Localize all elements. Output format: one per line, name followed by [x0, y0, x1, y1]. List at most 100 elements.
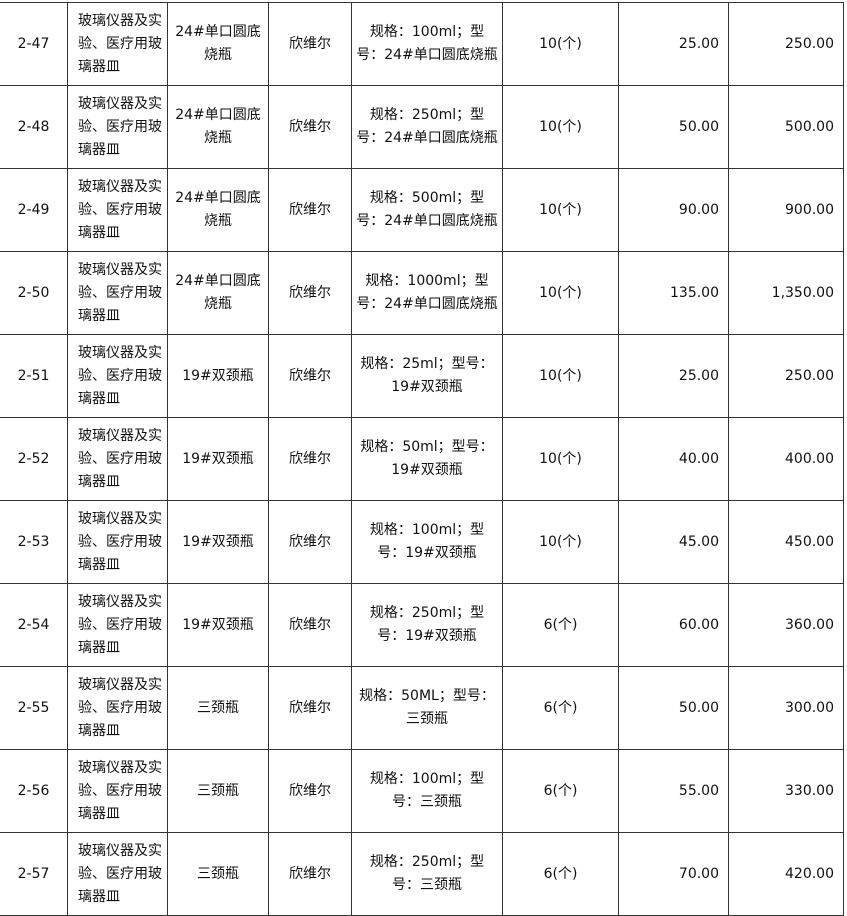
product-name-cell: 19#双颈瓶 — [167, 583, 269, 667]
total-price-cell: 250.00 — [728, 2, 844, 86]
category-cell: 玻璃仪器及实验、医疗用玻璃器皿 — [67, 749, 168, 833]
brand-cell: 欣维尔 — [268, 583, 352, 667]
table-row: 2-47 玻璃仪器及实验、医疗用玻璃器皿 24#单口圆底烧瓶 欣维尔 规格：100ml；… — [0, 2, 844, 86]
specification-cell: 规格：1000ml；型号：24#单口圆底烧瓶 — [351, 251, 503, 335]
specification-cell: 规格：250ml；型号：三颈瓶 — [351, 832, 503, 916]
table-row: 2-53 玻璃仪器及实验、医疗用玻璃器皿 19#双颈瓶 欣维尔 规格：100ml；型号：… — [0, 500, 844, 584]
unit-price-cell: 40.00 — [618, 417, 729, 501]
table-row: 2-50 玻璃仪器及实验、医疗用玻璃器皿 24#单口圆底烧瓶 欣维尔 规格：1000ml… — [0, 251, 844, 335]
unit-price-cell: 50.00 — [618, 85, 729, 169]
item-number-cell: 2-48 — [0, 85, 68, 169]
total-price-cell: 1,350.00 — [728, 251, 844, 335]
product-name-cell: 24#单口圆底烧瓶 — [167, 85, 269, 169]
table-row: 2-54 玻璃仪器及实验、医疗用玻璃器皿 19#双颈瓶 欣维尔 规格：250ml；型号：… — [0, 583, 844, 667]
quantity-cell: 6(个) — [502, 749, 619, 833]
quantity-cell: 10(个) — [502, 2, 619, 86]
category-cell: 玻璃仪器及实验、医疗用玻璃器皿 — [67, 666, 168, 750]
product-name-cell: 24#单口圆底烧瓶 — [167, 2, 269, 86]
table-row: 2-49 玻璃仪器及实验、医疗用玻璃器皿 24#单口圆底烧瓶 欣维尔 规格：500ml；… — [0, 168, 844, 252]
brand-cell: 欣维尔 — [268, 2, 352, 86]
item-number-cell: 2-51 — [0, 334, 68, 418]
total-price-cell: 330.00 — [728, 749, 844, 833]
unit-price-cell: 45.00 — [618, 500, 729, 584]
item-number-cell: 2-53 — [0, 500, 68, 584]
item-number-cell: 2-56 — [0, 749, 68, 833]
specification-cell: 规格：500ml；型号：24#单口圆底烧瓶 — [351, 168, 503, 252]
product-name-cell: 19#双颈瓶 — [167, 500, 269, 584]
brand-cell: 欣维尔 — [268, 251, 352, 335]
table-row: 2-55 玻璃仪器及实验、医疗用玻璃器皿 三颈瓶 欣维尔 规格：50ML；型号：三颈瓶 6… — [0, 666, 844, 750]
specification-cell: 规格：50ml；型号：19#双颈瓶 — [351, 417, 503, 501]
quantity-cell: 10(个) — [502, 417, 619, 501]
specification-cell: 规格：250ml；型号：24#单口圆底烧瓶 — [351, 85, 503, 169]
unit-price-cell: 25.00 — [618, 334, 729, 418]
category-cell: 玻璃仪器及实验、医疗用玻璃器皿 — [67, 334, 168, 418]
category-cell: 玻璃仪器及实验、医疗用玻璃器皿 — [67, 2, 168, 86]
table-row: 2-51 玻璃仪器及实验、医疗用玻璃器皿 19#双颈瓶 欣维尔 规格：25ml；型号：1… — [0, 334, 844, 418]
quantity-cell: 6(个) — [502, 583, 619, 667]
brand-cell: 欣维尔 — [268, 500, 352, 584]
table-row: 2-57 玻璃仪器及实验、医疗用玻璃器皿 三颈瓶 欣维尔 规格：250ml；型号：三颈瓶… — [0, 832, 844, 916]
specification-cell: 规格：50ML；型号：三颈瓶 — [351, 666, 503, 750]
brand-cell: 欣维尔 — [268, 168, 352, 252]
total-price-cell: 500.00 — [728, 85, 844, 169]
product-name-cell: 三颈瓶 — [167, 749, 269, 833]
brand-cell: 欣维尔 — [268, 85, 352, 169]
table-row: 2-56 玻璃仪器及实验、医疗用玻璃器皿 三颈瓶 欣维尔 规格：100ml；型号：三颈瓶… — [0, 749, 844, 833]
product-name-cell: 24#单口圆底烧瓶 — [167, 251, 269, 335]
category-cell: 玻璃仪器及实验、医疗用玻璃器皿 — [67, 168, 168, 252]
product-name-cell: 三颈瓶 — [167, 832, 269, 916]
quantity-cell: 10(个) — [502, 85, 619, 169]
quantity-cell: 10(个) — [502, 334, 619, 418]
product-name-cell: 19#双颈瓶 — [167, 417, 269, 501]
quantity-cell: 6(个) — [502, 666, 619, 750]
total-price-cell: 250.00 — [728, 334, 844, 418]
total-price-cell: 900.00 — [728, 168, 844, 252]
item-number-cell: 2-52 — [0, 417, 68, 501]
unit-price-cell: 135.00 — [618, 251, 729, 335]
total-price-cell: 360.00 — [728, 583, 844, 667]
product-name-cell: 24#单口圆底烧瓶 — [167, 168, 269, 252]
table-row: 2-48 玻璃仪器及实验、医疗用玻璃器皿 24#单口圆底烧瓶 欣维尔 规格：250ml；… — [0, 85, 844, 169]
table-row: 2-52 玻璃仪器及实验、医疗用玻璃器皿 19#双颈瓶 欣维尔 规格：50ml；型号：1… — [0, 417, 844, 501]
specification-cell: 规格：100ml；型号：19#双颈瓶 — [351, 500, 503, 584]
category-cell: 玻璃仪器及实验、医疗用玻璃器皿 — [67, 417, 168, 501]
item-number-cell: 2-54 — [0, 583, 68, 667]
category-cell: 玻璃仪器及实验、医疗用玻璃器皿 — [67, 251, 168, 335]
product-name-cell: 三颈瓶 — [167, 666, 269, 750]
quantity-cell: 6(个) — [502, 832, 619, 916]
unit-price-cell: 90.00 — [618, 168, 729, 252]
total-price-cell: 420.00 — [728, 832, 844, 916]
unit-price-cell: 25.00 — [618, 2, 729, 86]
item-number-cell: 2-49 — [0, 168, 68, 252]
unit-price-cell: 60.00 — [618, 583, 729, 667]
category-cell: 玻璃仪器及实验、医疗用玻璃器皿 — [67, 85, 168, 169]
brand-cell: 欣维尔 — [268, 417, 352, 501]
total-price-cell: 450.00 — [728, 500, 844, 584]
item-number-cell: 2-50 — [0, 251, 68, 335]
specification-cell: 规格：250ml；型号：19#双颈瓶 — [351, 583, 503, 667]
total-price-cell: 300.00 — [728, 666, 844, 750]
product-name-cell: 19#双颈瓶 — [167, 334, 269, 418]
specification-cell: 规格：25ml；型号：19#双颈瓶 — [351, 334, 503, 418]
item-number-cell: 2-55 — [0, 666, 68, 750]
specification-cell: 规格：100ml；型号：24#单口圆底烧瓶 — [351, 2, 503, 86]
category-cell: 玻璃仪器及实验、医疗用玻璃器皿 — [67, 832, 168, 916]
unit-price-cell: 55.00 — [618, 749, 729, 833]
specification-cell: 规格：100ml；型号：三颈瓶 — [351, 749, 503, 833]
item-number-cell: 2-47 — [0, 2, 68, 86]
category-cell: 玻璃仪器及实验、医疗用玻璃器皿 — [67, 500, 168, 584]
quantity-cell: 10(个) — [502, 168, 619, 252]
unit-price-cell: 70.00 — [618, 832, 729, 916]
total-price-cell: 400.00 — [728, 417, 844, 501]
brand-cell: 欣维尔 — [268, 666, 352, 750]
unit-price-cell: 50.00 — [618, 666, 729, 750]
brand-cell: 欣维尔 — [268, 749, 352, 833]
quantity-cell: 10(个) — [502, 251, 619, 335]
item-number-cell: 2-57 — [0, 832, 68, 916]
brand-cell: 欣维尔 — [268, 334, 352, 418]
quantity-cell: 10(个) — [502, 500, 619, 584]
brand-cell: 欣维尔 — [268, 832, 352, 916]
category-cell: 玻璃仪器及实验、医疗用玻璃器皿 — [67, 583, 168, 667]
